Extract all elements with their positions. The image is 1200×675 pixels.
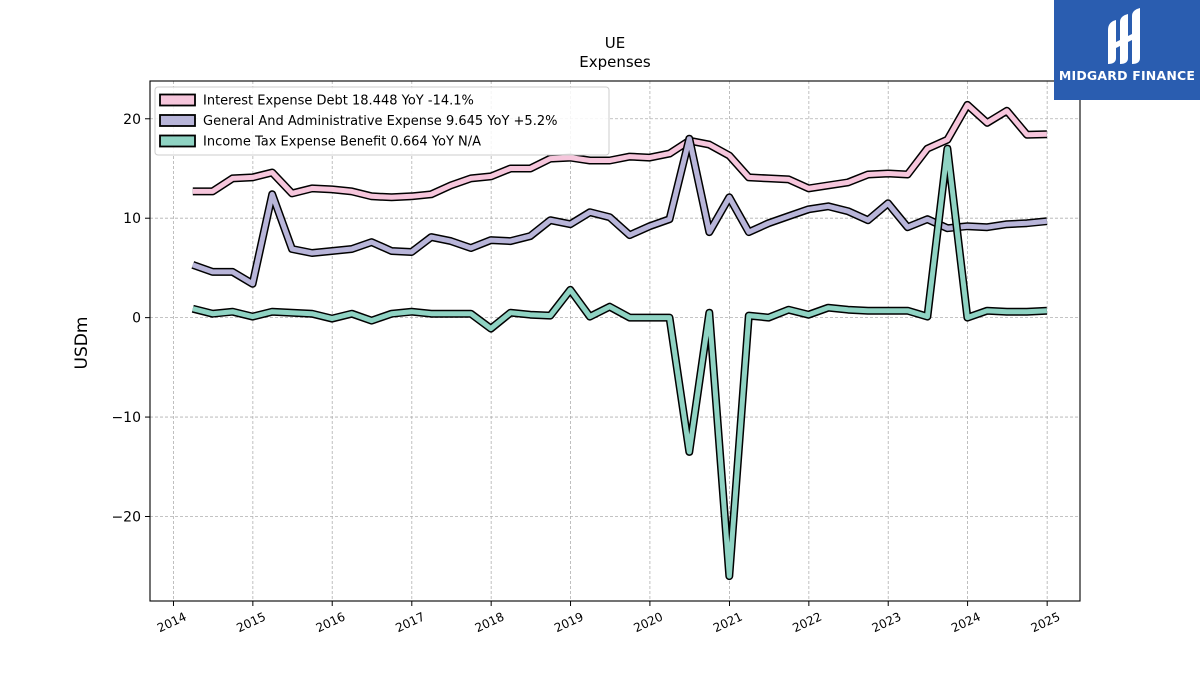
series-outline-2 bbox=[191, 144, 1048, 581]
x-tick-label: 2016 bbox=[314, 610, 348, 636]
x-tick-label: 2017 bbox=[393, 610, 427, 636]
logo-text: MIDGARD FINANCE bbox=[1058, 68, 1196, 83]
legend-label: Income Tax Expense Benefit 0.664 YoY N/A bbox=[203, 135, 481, 150]
ticks: 2014 2015 2016 2017 2018 2019 2020 2021 2022 2023… bbox=[111, 112, 1062, 635]
grid bbox=[150, 81, 1080, 601]
chart-title: UE bbox=[605, 34, 625, 52]
x-tick-label: 2019 bbox=[552, 610, 586, 636]
legend-label: Interest Expense Debt 18.448 YoY -14.1% bbox=[203, 94, 474, 109]
legend-box bbox=[154, 86, 610, 156]
legend: Interest Expense Debt 18.448 YoY -14.1% G… bbox=[154, 86, 610, 156]
x-tick-label: 2024 bbox=[949, 610, 983, 636]
series-line-2 bbox=[192, 146, 1048, 579]
legend-swatch bbox=[159, 134, 196, 148]
brand-logo: MIDGARD FINANCE bbox=[1054, 0, 1200, 100]
x-tick-label: 2022 bbox=[790, 610, 824, 636]
y-tick-label: −10 bbox=[111, 410, 141, 426]
series-line-1 bbox=[191, 136, 1048, 287]
legend-swatch bbox=[159, 93, 196, 107]
x-tick-label: 2014 bbox=[155, 610, 189, 636]
logo-mark-icon bbox=[1108, 8, 1140, 64]
y-axis-label: USDm bbox=[72, 317, 92, 370]
plot-frame bbox=[149, 80, 1081, 602]
x-tick-label: 2015 bbox=[234, 610, 268, 636]
x-tick-label: 2023 bbox=[870, 610, 904, 636]
y-tick-label: 0 bbox=[132, 311, 141, 327]
legend-label: General And Administrative Expense 9.645… bbox=[203, 114, 557, 129]
x-tick-label: 2025 bbox=[1029, 610, 1063, 636]
y-tick-label: −20 bbox=[111, 509, 141, 525]
y-tick-label: 10 bbox=[123, 211, 141, 227]
series-layer bbox=[191, 100, 1048, 581]
legend-swatch bbox=[159, 114, 196, 127]
series-line-0 bbox=[192, 102, 1047, 200]
x-tick-label: 2018 bbox=[473, 610, 507, 636]
chart-subtitle: Expenses bbox=[579, 53, 651, 71]
x-tick-label: 2021 bbox=[711, 610, 745, 636]
y-tick-label: 20 bbox=[123, 112, 141, 128]
x-tick-label: 2020 bbox=[631, 610, 665, 636]
